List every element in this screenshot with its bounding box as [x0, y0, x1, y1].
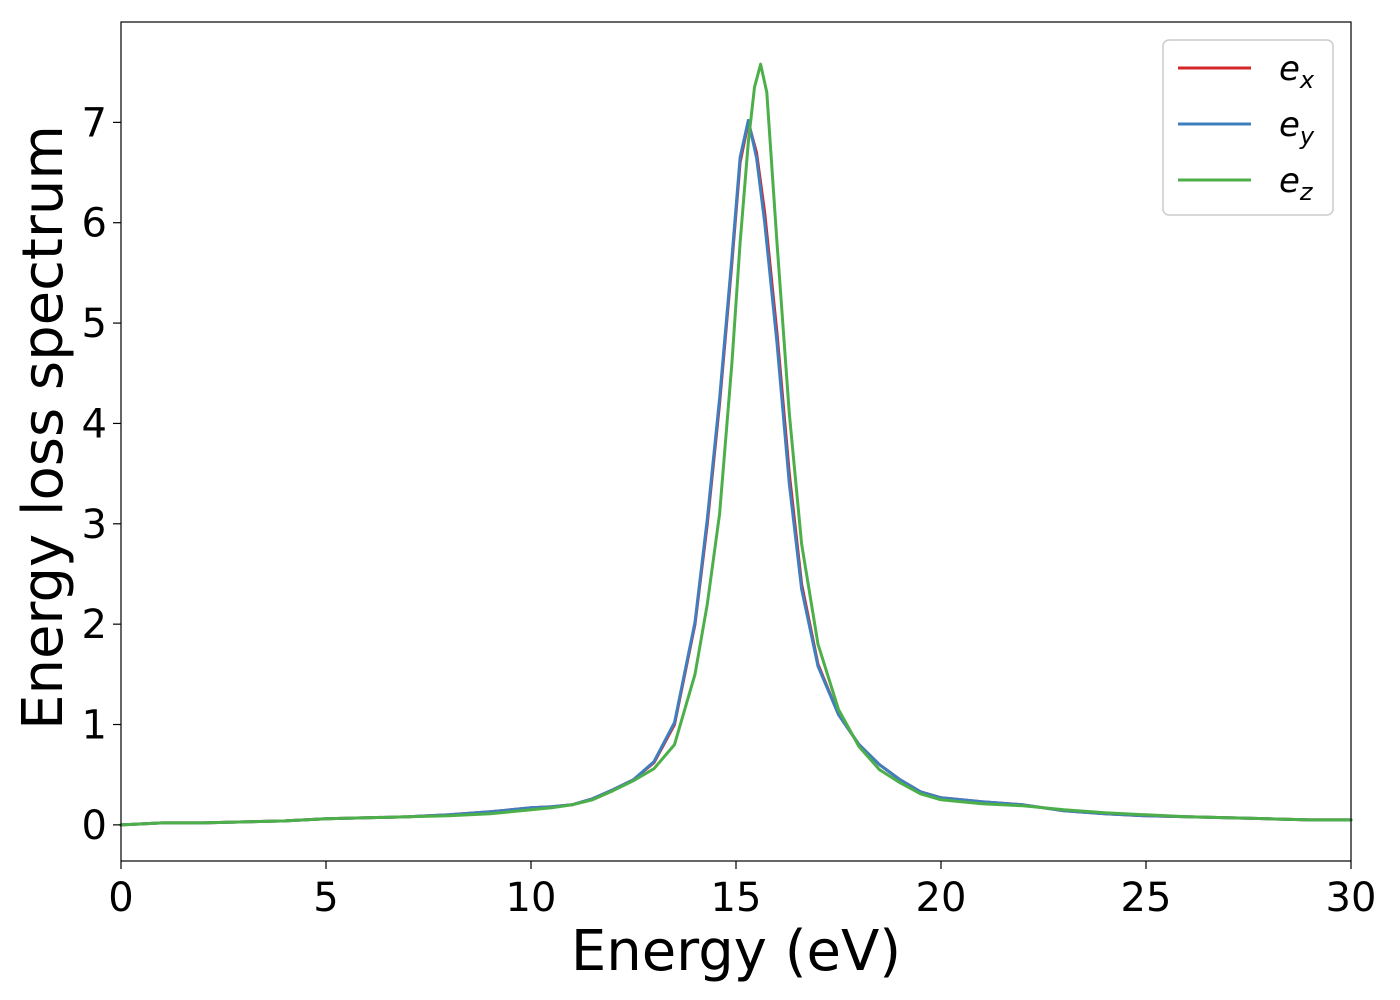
- y-tick-label: 3: [82, 502, 107, 548]
- y-axis-title: Energy loss spectrum: [11, 125, 76, 730]
- legend-label: ez: [1279, 161, 1314, 206]
- y-tick-label: 6: [82, 201, 107, 247]
- x-tick-label: 5: [313, 875, 338, 921]
- x-tick-label: 0: [108, 875, 133, 921]
- y-tick-label: 1: [82, 703, 107, 749]
- x-tick-label: 30: [1326, 875, 1377, 921]
- y-tick-label: 7: [82, 100, 107, 146]
- y-tick-label: 2: [82, 602, 107, 648]
- x-tick-label: 25: [1121, 875, 1172, 921]
- legend-label: ex: [1279, 49, 1315, 94]
- legend-box: [1162, 39, 1334, 216]
- x-tick-label: 15: [711, 875, 762, 921]
- y-tick-label: 5: [82, 301, 107, 347]
- y-tick-label: 4: [82, 401, 107, 447]
- plot-lines: [119, 62, 1353, 827]
- x-axis-title: Energy (eV): [571, 919, 901, 984]
- x-tick-label: 10: [506, 875, 557, 921]
- series-line-ez: [119, 62, 1353, 827]
- y-axis: 0 1 2 3 4 5 6 7: [82, 100, 121, 849]
- x-axis: 0 5 10 15 20 25 30: [108, 861, 1376, 921]
- legend: ex ey ez: [1162, 39, 1334, 216]
- x-tick-label: 20: [916, 875, 967, 921]
- legend-label: ey: [1279, 105, 1315, 150]
- y-tick-label: 0: [82, 803, 107, 849]
